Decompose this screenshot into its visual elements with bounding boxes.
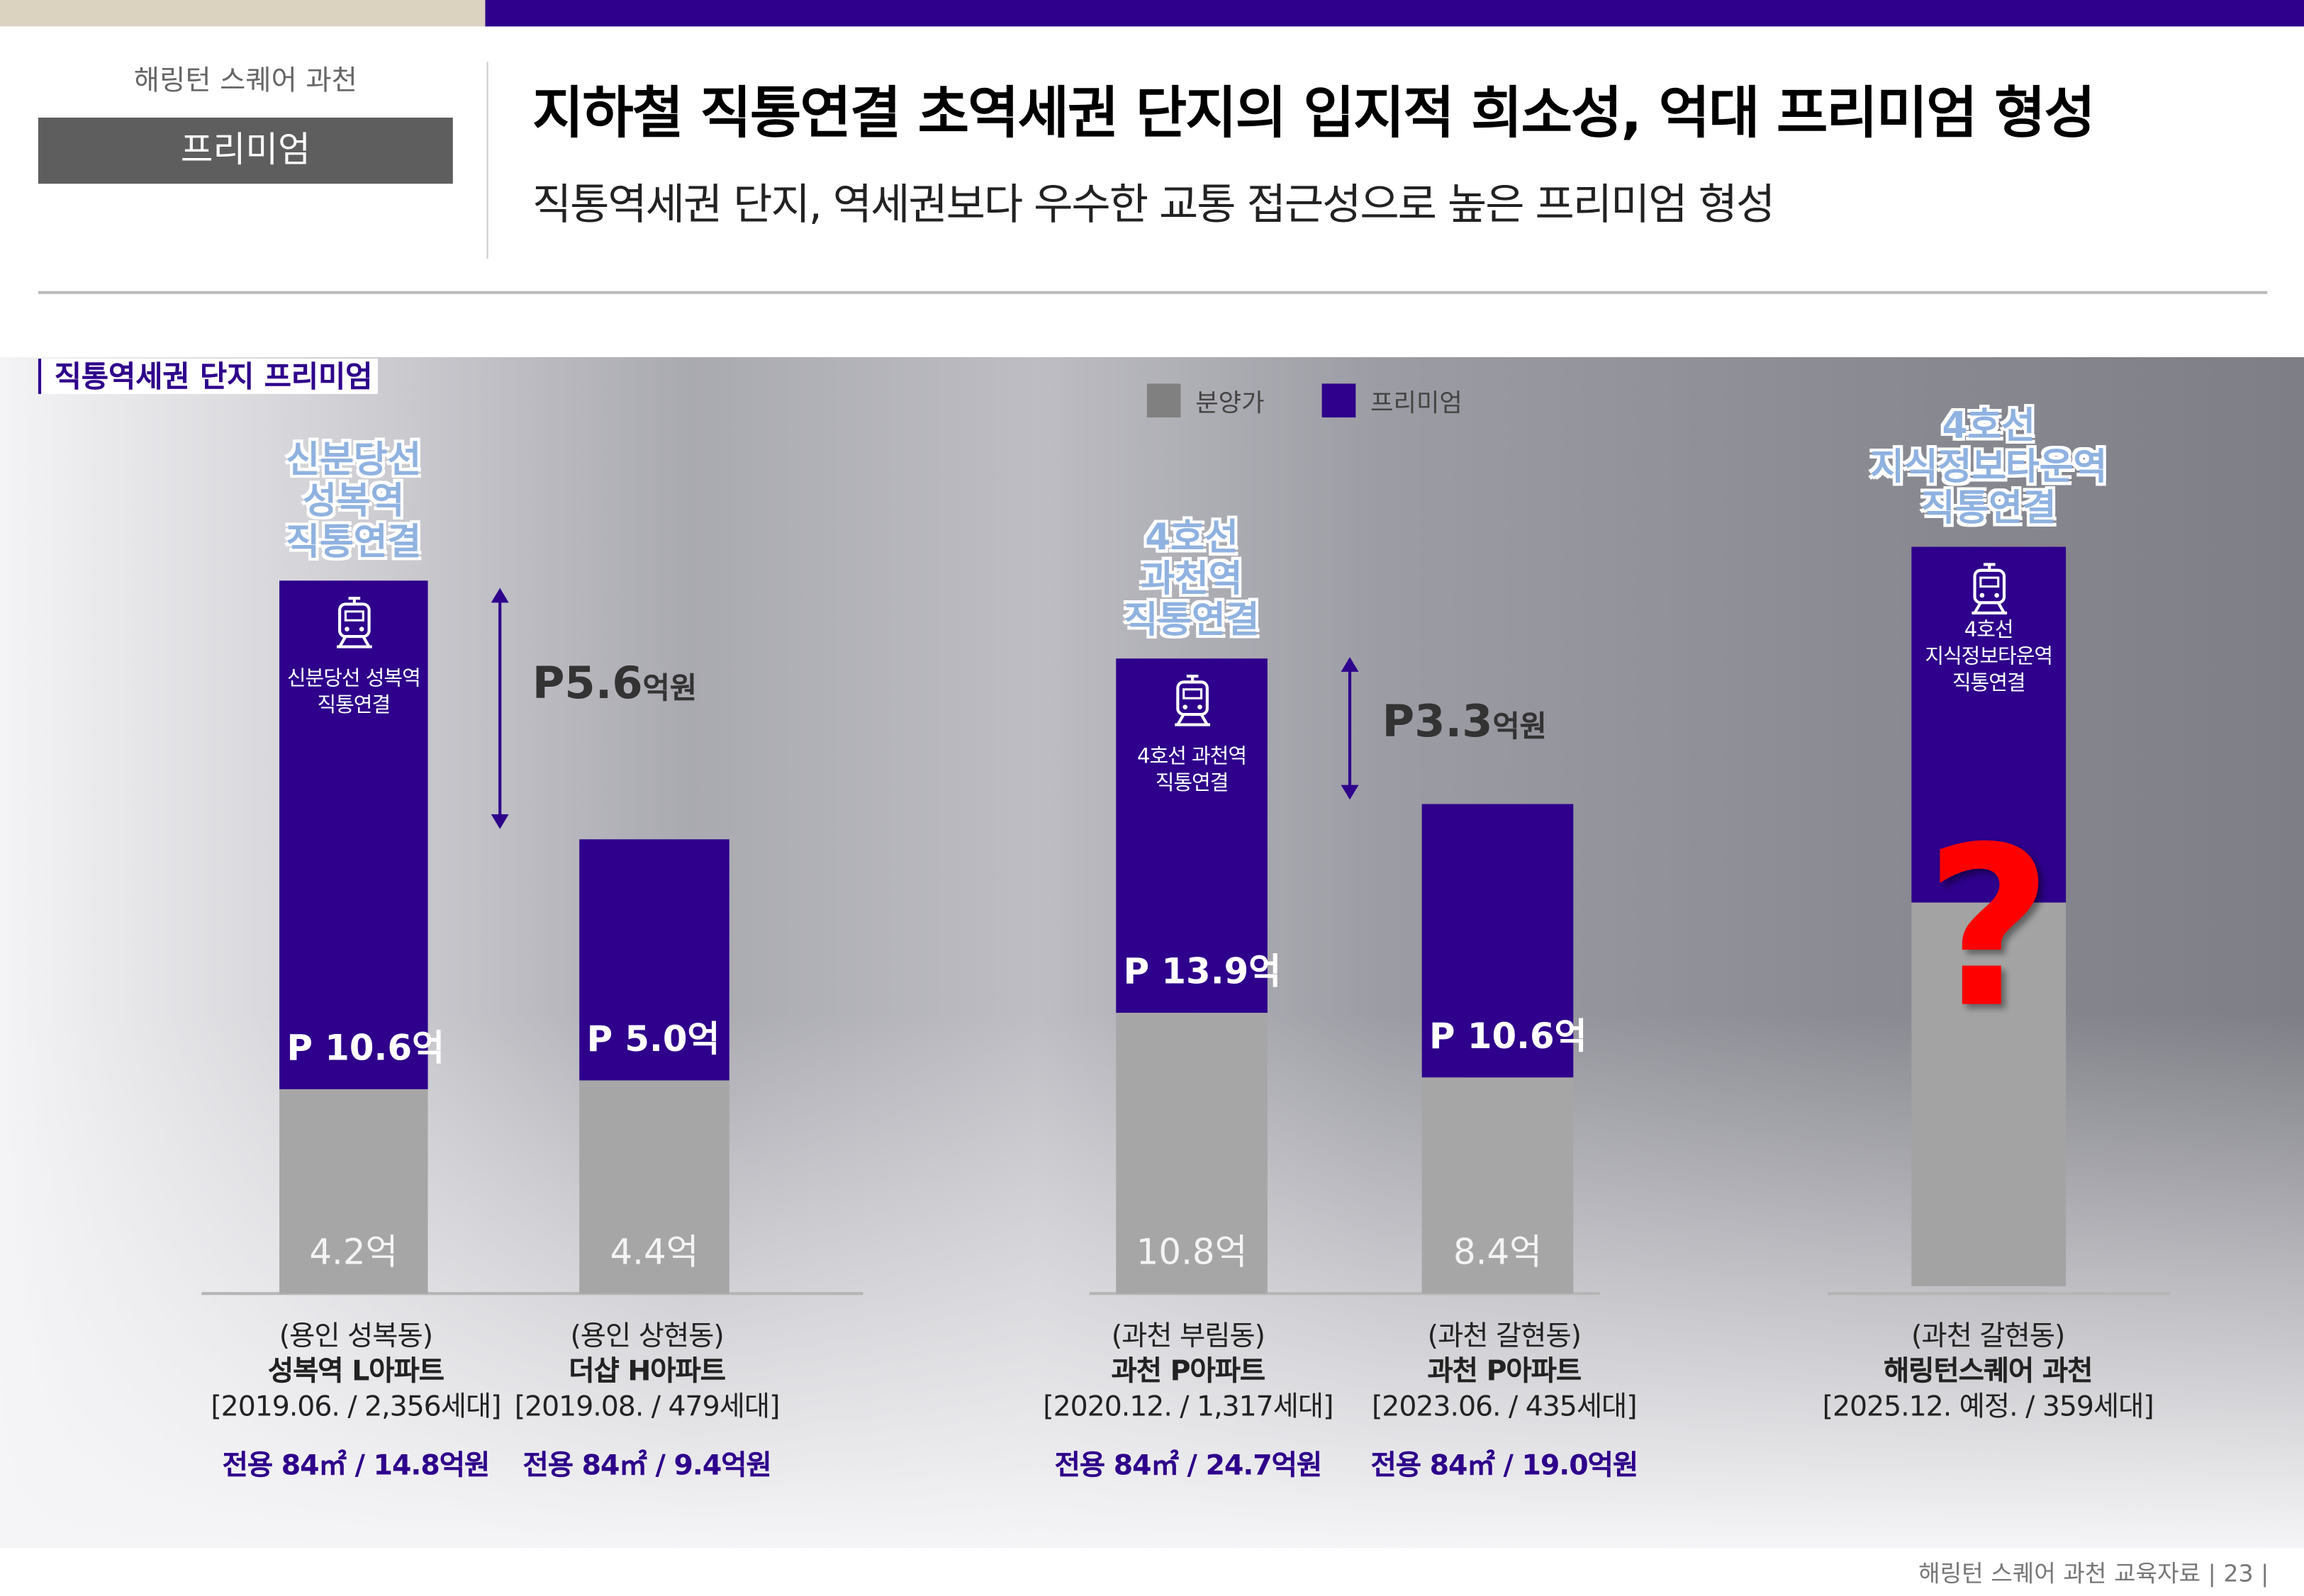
- inbar-line: 4호선: [1964, 619, 2014, 643]
- caption-price: 전용 84㎡ / 24.7억원: [1054, 1449, 1323, 1482]
- caption-price: 전용 84㎡ / 14.8억원: [222, 1449, 491, 1482]
- inbar-caption: 신분당선 성복역 직통연결: [279, 666, 427, 719]
- chart-baseline: [201, 1292, 863, 1296]
- sale-label: 4.4억: [610, 1232, 699, 1274]
- difference-unit: 억원: [642, 670, 698, 706]
- premium-label: P 13.9억: [1123, 950, 1282, 993]
- premium-label: P 10.6억: [286, 1027, 444, 1069]
- sale-label: 4.2억: [309, 1232, 398, 1274]
- train-icon: [279, 595, 427, 661]
- question-mark: ?: [1924, 801, 2053, 1057]
- complex-caption: (용인 성복동) 성복역 L아파트 [2019.06. / 2,356세대] 전용 8…: [135, 1318, 576, 1483]
- premium-difference: P3.3억원: [1382, 697, 1547, 748]
- brand-name: 해링턴 스퀘어 과천: [133, 64, 357, 97]
- legend-label: 분양가: [1195, 389, 1265, 420]
- caption-area: (과천 갈현동): [1427, 1320, 1582, 1353]
- bar-sale: [279, 1089, 428, 1294]
- sale-label: 8.4억: [1453, 1232, 1542, 1274]
- bar-sale: [1116, 1013, 1268, 1294]
- callout-line: 과천역: [1141, 557, 1243, 600]
- callout-line: 성복역: [303, 479, 405, 522]
- chart-baseline: [1828, 1292, 2171, 1296]
- legend-swatch: [1321, 383, 1356, 418]
- sale-label: 10.8억: [1136, 1232, 1248, 1274]
- inbar-line: 지식정보타운역: [1925, 645, 2053, 669]
- category-tag: 프리미엄: [38, 117, 453, 184]
- callout-line: 직통연결: [1124, 598, 1260, 641]
- bar-premium: [1116, 658, 1268, 1013]
- complex-caption: (과천 갈현동) 해링턴스퀘어 과천 [2025.12. 예정. / 359세대]: [1767, 1318, 2208, 1424]
- station-callout: 4호선 지식정보타운역 직통연결: [1812, 405, 2165, 529]
- callout-line: 직통연결: [286, 520, 422, 563]
- complex-caption: (용인 상현동) 더샵 H아파트 [2019.08. / 479세대] 전용 84㎡ …: [426, 1318, 867, 1483]
- bar-premium: [1911, 546, 2067, 903]
- caption-name: 해링턴스퀘어 과천: [1883, 1355, 2093, 1388]
- station-callout: 4호선 과천역 직통연결: [1015, 517, 1368, 641]
- caption-info: [2019.08. / 479세대]: [514, 1390, 781, 1423]
- difference-value: P3.3: [1382, 697, 1493, 748]
- complex-caption: (과천 부림동) 과천 P아파트 [2020.12. / 1,317세대] 전용 84…: [968, 1318, 1409, 1483]
- caption-area: (용인 성복동): [279, 1320, 433, 1353]
- callout-line: 지식정보타운역: [1870, 445, 2108, 488]
- train-icon: [1116, 673, 1268, 739]
- inbar-line: 4호선 과천역: [1137, 745, 1247, 769]
- caption-name: 성복역 L아파트: [267, 1355, 444, 1388]
- caption-info: [2023.06. / 435세대]: [1371, 1390, 1638, 1423]
- inbar-line: 직통연결: [317, 693, 391, 718]
- bar-sale: [1911, 902, 2067, 1286]
- caption-price: 전용 84㎡ / 19.0억원: [1370, 1449, 1639, 1482]
- inbar-line: 직통연결: [1952, 671, 2026, 696]
- inbar-caption: 4호선 지식정보타운역 직통연결: [1911, 617, 2066, 697]
- inbar-line: 직통연결: [1155, 771, 1229, 796]
- inbar-caption: 4호선 과천역 직통연결: [1116, 743, 1268, 797]
- caption-area: (과천 갈현동): [1911, 1320, 2065, 1353]
- callout-line: 직통연결: [1920, 486, 2057, 529]
- station-callout: 신분당선 성복역 직통연결: [177, 439, 530, 563]
- caption-info: [2025.12. 예정. / 359세대]: [1822, 1390, 2154, 1423]
- double-arrow: [491, 588, 509, 829]
- bar-sale: [1421, 1077, 1574, 1294]
- callout-line: 4호선: [1145, 516, 1238, 559]
- legend-label: 프리미엄: [1370, 389, 1463, 420]
- bar-sale: [579, 1080, 729, 1294]
- legend-sale: 분양가: [1146, 382, 1265, 420]
- divider: [486, 62, 488, 259]
- page-subtitle: 직통역세권 단지, 역세권보다 우수한 교통 접근성으로 높은 프리미엄 형성: [532, 179, 1775, 230]
- top-bar-purple: [485, 0, 2304, 27]
- callout-line: 신분당선: [286, 438, 422, 481]
- bar-premium: [279, 580, 428, 1089]
- premium-label: P 10.6억: [1429, 1016, 1587, 1057]
- footer: 해링턴 스퀘어 과천 교육자료 | 23 |: [1918, 1559, 2269, 1588]
- caption-name: 더샵 H아파트: [569, 1355, 726, 1388]
- caption-area: (과천 부림동): [1111, 1320, 1265, 1353]
- train-icon: [1911, 561, 2066, 627]
- caption-info: [2020.12. / 1,317세대]: [1043, 1390, 1333, 1423]
- difference-unit: 억원: [1492, 708, 1547, 744]
- double-arrow: [1341, 657, 1359, 800]
- caption-name: 과천 P아파트: [1111, 1355, 1266, 1388]
- chart-baseline: [1089, 1292, 1600, 1296]
- caption-area: (용인 상현동): [570, 1320, 724, 1353]
- page-title: 지하철 직통연결 초역세권 단지의 입지적 희소성, 억대 프리미엄 형성: [532, 81, 2096, 146]
- bar-premium: [579, 839, 729, 1081]
- complex-caption: (과천 갈현동) 과천 P아파트 [2023.06. / 435세대] 전용 84㎡ …: [1284, 1318, 1725, 1483]
- caption-info: [2019.06. / 2,356세대]: [211, 1390, 501, 1423]
- top-bar-beige: [0, 0, 486, 27]
- divider: [38, 291, 2268, 294]
- difference-value: P5.6: [532, 658, 643, 710]
- legend-premium: 프리미엄: [1321, 382, 1463, 420]
- section-title: 직통역세권 단지 프리미엄: [38, 359, 379, 394]
- inbar-line: 신분당선 성복역: [286, 667, 421, 691]
- callout-line: 4호선: [1942, 404, 2035, 447]
- legend-swatch: [1146, 383, 1181, 418]
- bar-premium: [1421, 804, 1574, 1078]
- premium-label: P 5.0억: [586, 1018, 720, 1060]
- premium-difference: P5.6억원: [532, 658, 697, 710]
- caption-price: 전용 84㎡ / 9.4억원: [522, 1449, 772, 1482]
- caption-name: 과천 P아파트: [1427, 1355, 1582, 1388]
